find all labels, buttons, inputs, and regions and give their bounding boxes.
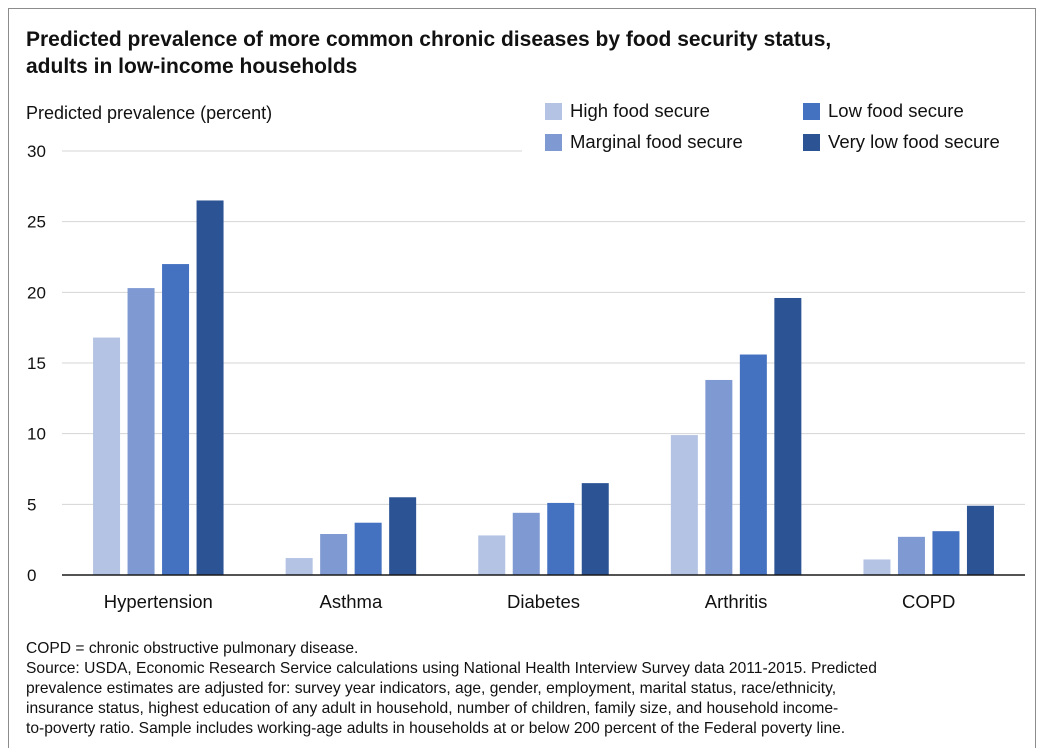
chart-title-line-1: Predicted prevalence of more common chro… (26, 28, 832, 51)
bar-hypertension-low-food-secure (162, 264, 190, 575)
chart-title: Predicted prevalence of more common chro… (26, 26, 1006, 80)
x-tick-label-copd: COPD (902, 591, 955, 612)
legend-item-marginal-food-secure: Marginal food secure (545, 131, 743, 153)
bar-copd-very-low-food-secure (966, 505, 994, 575)
bar-copd-high-food-secure (863, 559, 891, 575)
chart-title-line-2: adults in low-income households (26, 55, 358, 78)
bar-arthritis-very-low-food-secure (774, 297, 802, 575)
bar-arthritis-low-food-secure (739, 354, 767, 575)
bar-diabetes-low-food-secure (547, 502, 575, 575)
legend-label-marginal-food-secure: Marginal food secure (570, 131, 743, 152)
bar-hypertension-high-food-secure (93, 337, 121, 575)
chart-frame (8, 8, 1036, 748)
bar-hypertension-very-low-food-secure (196, 200, 224, 575)
bar-chart: 0 5 10 15 20 25 30 Hypertension Asthma Diabetes Ar… (27, 142, 1025, 612)
legend-label-very-low-food-secure: Very low food secure (828, 131, 1000, 152)
bar-asthma-low-food-secure (354, 522, 382, 575)
bar-arthritis-high-food-secure (670, 435, 698, 575)
bar-diabetes-very-low-food-secure (581, 483, 609, 575)
legend-swatch-high-food-secure (545, 102, 562, 120)
x-tick-label-arthritis: Arthritis (705, 591, 768, 612)
bar-copd-low-food-secure (932, 531, 960, 575)
bar-diabetes-high-food-secure (478, 535, 506, 575)
legend: High food secure Marginal food secure Lo… (545, 100, 1035, 162)
abbreviation-note: COPD = chronic obstructive pulmonary dis… (26, 640, 359, 657)
y-axis-label: Predicted prevalence (percent) (26, 103, 273, 123)
source-note-line-3: insurance status, highest education of a… (26, 700, 839, 717)
legend-item-high-food-secure: High food secure (545, 100, 710, 122)
y-tick-label-25: 25 (27, 213, 46, 232)
source-note-line-2: prevalence estimates are adjusted for: s… (26, 680, 837, 697)
legend-swatch-low-food-secure (803, 102, 820, 120)
bar-asthma-high-food-secure (285, 558, 313, 575)
bar-diabetes-marginal-food-secure (512, 512, 540, 575)
y-tick-label-30: 30 (27, 142, 46, 161)
legend-item-low-food-secure: Low food secure (803, 100, 964, 122)
y-tick-label-15: 15 (27, 354, 46, 373)
bar-hypertension-marginal-food-secure (127, 288, 155, 575)
y-tick-label-0: 0 (27, 566, 36, 585)
legend-swatch-very-low-food-secure (803, 133, 820, 151)
bar-copd-marginal-food-secure (897, 536, 925, 575)
source-note-line-1: Source: USDA, Economic Research Service … (26, 660, 877, 677)
legend-label-low-food-secure: Low food secure (828, 100, 964, 121)
bar-asthma-marginal-food-secure (320, 534, 348, 575)
bar-asthma-very-low-food-secure (389, 497, 417, 575)
chart-notes: COPD = chronic obstructive pulmonary dis… (26, 639, 1041, 739)
legend-label-high-food-secure: High food secure (570, 100, 710, 121)
x-tick-label-hypertension: Hypertension (104, 591, 213, 612)
source-note-line-4: to-poverty ratio. Sample includes workin… (26, 720, 846, 737)
y-tick-label-5: 5 (27, 495, 36, 514)
legend-swatch-marginal-food-secure (545, 133, 562, 151)
legend-item-very-low-food-secure: Very low food secure (803, 131, 1000, 153)
x-tick-label-asthma: Asthma (320, 591, 383, 612)
bar-arthritis-marginal-food-secure (705, 379, 733, 575)
y-tick-label-10: 10 (27, 425, 46, 444)
y-tick-label-20: 20 (27, 283, 46, 302)
x-tick-label-diabetes: Diabetes (507, 591, 580, 612)
